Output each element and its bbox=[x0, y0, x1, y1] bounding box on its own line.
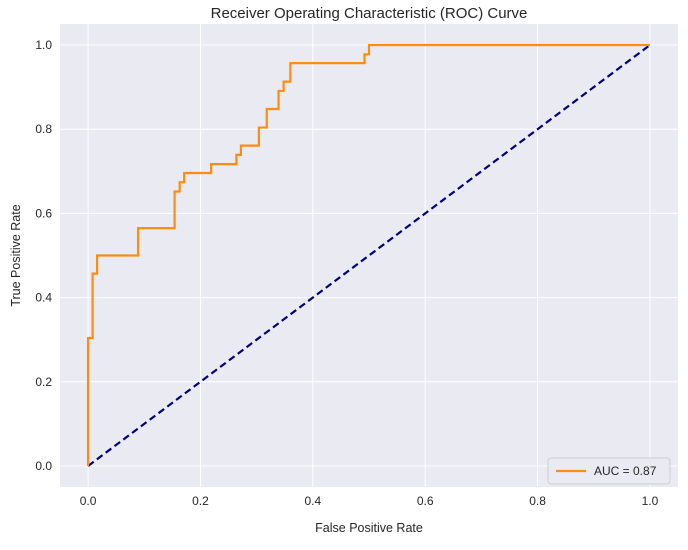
chance-diagonal-line bbox=[87, 44, 651, 467]
x-tick-label: 0.6 bbox=[417, 494, 434, 508]
legend-box bbox=[547, 457, 671, 485]
y-tick-labels: 0.0 0.2 0.4 0.6 0.8 1.0 bbox=[35, 38, 52, 473]
chart-title: Receiver Operating Characteristic (ROC) … bbox=[211, 5, 528, 22]
legend-label: AUC = 0.87 bbox=[594, 464, 657, 478]
x-axis-label: False Positive Rate bbox=[315, 521, 423, 535]
legend: AUC = 0.87 bbox=[547, 457, 671, 485]
x-tick-label: 1.0 bbox=[642, 494, 659, 508]
x-tick-labels: 0.0 0.2 0.4 0.6 0.8 1.0 bbox=[80, 494, 659, 508]
y-tick-label: 0.2 bbox=[35, 375, 52, 389]
y-tick-label: 0.8 bbox=[35, 122, 52, 136]
x-tick-label: 0.8 bbox=[529, 494, 546, 508]
y-tick-label: 0.4 bbox=[35, 291, 52, 305]
x-tick-label: 0.0 bbox=[80, 494, 97, 508]
y-tick-label: 0.0 bbox=[35, 459, 52, 473]
x-tick-label: 0.2 bbox=[192, 494, 209, 508]
grid-lines bbox=[60, 24, 678, 487]
y-tick-label: 0.6 bbox=[35, 206, 52, 220]
series-layer bbox=[86, 43, 651, 467]
y-axis-label: True Positive Rate bbox=[9, 204, 23, 306]
roc-curve-line bbox=[86, 43, 650, 466]
x-tick-label: 0.4 bbox=[304, 494, 321, 508]
y-tick-label: 1.0 bbox=[35, 38, 52, 52]
